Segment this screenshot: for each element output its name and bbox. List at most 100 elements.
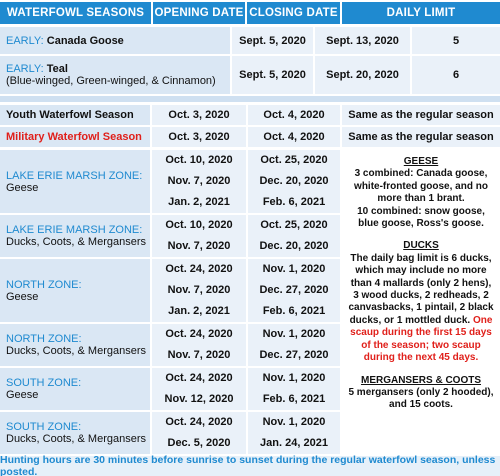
opening-date: Oct. 10, 2020 xyxy=(165,154,233,166)
limit: 6 xyxy=(452,69,460,81)
zone-species: Ducks, Coots, & Mergansers xyxy=(6,345,146,357)
divider xyxy=(0,96,500,102)
limit: Same as the regular season xyxy=(348,131,494,143)
zone-name: NORTH ZONE: xyxy=(6,278,82,291)
date-cell: Sept. 20, 2020 xyxy=(315,56,410,94)
limits-heading: GEESE xyxy=(403,156,439,167)
date-cell: Oct. 10, 2020 Nov. 7, 2020 Jan. 2, 2021 xyxy=(152,150,246,213)
zone-species: Geese xyxy=(6,389,39,401)
zone-name: LAKE ERIE MARSH ZONE: xyxy=(6,169,143,182)
date-cell: Oct. 4, 2020 xyxy=(248,127,340,147)
date-cell: Oct. 3, 2020 xyxy=(152,127,246,147)
season-name: Youth Waterfowl Season xyxy=(6,109,134,121)
footer: Hunting hours are 30 minutes before sunr… xyxy=(0,454,500,476)
opening-date: Nov. 7, 2020 xyxy=(167,240,231,252)
zone-label: NORTH ZONE: Geese xyxy=(0,259,150,322)
date-cell: 5 xyxy=(412,27,500,54)
header-cell: OPENING DATE xyxy=(153,2,245,24)
limits-heading: DUCKS xyxy=(403,240,439,252)
limits-heading: MERGANSERS & COOTS xyxy=(360,374,481,386)
season-title: EARLY: Canada Goose xyxy=(6,35,230,47)
zone-species: Ducks, Coots, & Mergansers xyxy=(6,433,146,445)
limits-text: The daily bag limit is 6 ducks, which ma… xyxy=(348,252,494,326)
header-text: OPENING DATE xyxy=(154,7,244,19)
opening: Sept. 5, 2020 xyxy=(239,69,306,81)
opening-date: Oct. 24, 2020 xyxy=(165,372,233,384)
date-cell: Oct. 10, 2020 Nov. 7, 2020 xyxy=(152,215,246,257)
opening-date: Oct. 24, 2020 xyxy=(165,416,233,428)
zone-species: Geese xyxy=(6,181,39,194)
closing-date: Dec. 27, 2020 xyxy=(259,284,329,296)
opening: Sept. 5, 2020 xyxy=(239,34,306,47)
header-cell: WATERFOWL SEASONS xyxy=(0,2,151,24)
closing-date: Nov. 1, 2020 xyxy=(262,328,326,340)
zone-species: Ducks, Coots, & Mergansers xyxy=(6,236,146,248)
header-text: CLOSING DATE xyxy=(249,7,338,19)
date-cell: Same as the regular season xyxy=(342,105,500,125)
closing-date: Nov. 1, 2020 xyxy=(262,372,326,384)
date-cell: Oct. 25, 2020 Dec. 20, 2020 xyxy=(248,215,340,257)
limits-text: 3 combined: Canada goose, white-fronted … xyxy=(354,168,488,205)
opening: Oct. 3, 2020 xyxy=(168,131,230,143)
date-cell: Sept. 5, 2020 xyxy=(232,56,313,94)
date-cell: Nov. 1, 2020 Dec. 27, 2020 xyxy=(248,324,340,366)
early-prefix: EARLY: xyxy=(6,63,44,75)
closing: Oct. 4, 2020 xyxy=(263,131,325,143)
closing: Sept. 20, 2020 xyxy=(326,69,399,81)
closing-date: Dec. 20, 2020 xyxy=(259,240,329,252)
date-cell: Nov. 1, 2020 Jan. 24, 2021 xyxy=(248,412,340,454)
limits-text: 5 mergansers (only 2 hooded), and 15 coo… xyxy=(348,386,494,411)
season-label: Youth Waterfowl Season xyxy=(0,105,150,125)
opening-date: Jan. 2, 2021 xyxy=(168,196,230,208)
zone-name: NORTH ZONE: xyxy=(6,333,82,345)
date-cell: Oct. 25, 2020 Dec. 20, 2020 Feb. 6, 2021 xyxy=(248,150,340,213)
zone-label: LAKE ERIE MARSH ZONE: Geese xyxy=(0,150,150,213)
closing-date: Jan. 24, 2021 xyxy=(260,437,328,449)
opening-date: Nov. 7, 2020 xyxy=(167,175,231,187)
season-label: Military Waterfowl Season xyxy=(0,127,150,147)
opening-date: Oct. 10, 2020 xyxy=(165,219,233,231)
limits-text: The daily bag limit is 6 ducks, which ma… xyxy=(348,253,494,365)
closing-date: Feb. 6, 2021 xyxy=(262,305,326,317)
date-cell: Oct. 24, 2020 Nov. 12, 2020 xyxy=(152,368,246,410)
season-name: Canada Goose xyxy=(46,34,124,47)
early-prefix: EARLY: xyxy=(6,34,44,47)
zone-label: NORTH ZONE: Ducks, Coots, & Mergansers xyxy=(0,324,150,366)
limits-text: 10 combined: snow goose, blue goose, Ros… xyxy=(357,205,485,230)
closing: Sept. 13, 2020 xyxy=(326,34,399,47)
date-cell: Oct. 24, 2020 Dec. 5, 2020 xyxy=(152,412,246,454)
closing-date: Dec. 20, 2020 xyxy=(259,175,329,187)
limit: Same as the regular season xyxy=(348,109,494,121)
opening-date: Jan. 2, 2021 xyxy=(168,305,230,317)
header-text: WATERFOWL SEASONS xyxy=(6,7,145,19)
opening-date: Nov. 12, 2020 xyxy=(164,393,234,405)
closing-date: Dec. 27, 2020 xyxy=(259,349,329,361)
zone-label: LAKE ERIE MARSH ZONE: Ducks, Coots, & Mer… xyxy=(0,215,150,257)
season-note: (Blue-winged, Green-winged, & Cinnamon) xyxy=(6,75,216,87)
footer-text: Hunting hours are 30 minutes before sunr… xyxy=(0,454,496,476)
date-cell: 6 xyxy=(412,56,500,94)
zone-label: SOUTH ZONE: Ducks, Coots, & Mergansers xyxy=(0,412,150,454)
season-title: EARLY: Teal xyxy=(6,63,230,75)
zone-name: SOUTH ZONE: xyxy=(6,421,82,433)
date-cell: Nov. 1, 2020 Dec. 27, 2020 Feb. 6, 2021 xyxy=(248,259,340,322)
opening-date: Nov. 7, 2020 xyxy=(167,284,231,296)
header-cell: CLOSING DATE xyxy=(247,2,340,24)
opening-date: Dec. 5, 2020 xyxy=(167,437,231,449)
season-label: EARLY: Teal (Blue-winged, Green-winged, &… xyxy=(0,56,230,94)
opening-date: Oct. 24, 2020 xyxy=(165,328,233,340)
date-cell: Same as the regular season xyxy=(342,127,500,147)
zone-name: SOUTH ZONE: xyxy=(6,377,82,389)
opening-date: Nov. 7, 2020 xyxy=(167,349,231,361)
date-cell: Oct. 24, 2020 Nov. 7, 2020 xyxy=(152,324,246,366)
header-text: DAILY LIMIT xyxy=(386,7,456,19)
date-cell: Nov. 1, 2020 Feb. 6, 2021 xyxy=(248,368,340,410)
date-cell: Oct. 3, 2020 xyxy=(152,105,246,125)
limit: 5 xyxy=(452,34,460,47)
opening: Oct. 3, 2020 xyxy=(168,109,230,121)
season-label: EARLY: Canada Goose xyxy=(0,27,230,54)
closing-date: Feb. 6, 2021 xyxy=(262,393,326,405)
limits-alert: One scaup during the first 15 days of th… xyxy=(350,314,493,364)
opening-date: Oct. 24, 2020 xyxy=(165,263,233,275)
